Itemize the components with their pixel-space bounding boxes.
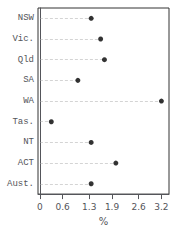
svg-text:2.6: 2.6: [131, 202, 146, 212]
svg-text:Qld: Qld: [18, 55, 34, 65]
svg-text:Aust.: Aust.: [7, 179, 34, 189]
svg-text:SA: SA: [23, 75, 34, 85]
svg-text:WA: WA: [23, 96, 34, 106]
svg-text:NSW: NSW: [18, 13, 35, 23]
svg-text:%: %: [99, 216, 109, 227]
svg-text:Tas.: Tas.: [12, 117, 34, 127]
svg-text:0.6: 0.6: [56, 202, 71, 212]
svg-text:ACT: ACT: [18, 158, 35, 168]
svg-text:1.3: 1.3: [82, 202, 96, 212]
svg-text:3.2: 3.2: [154, 202, 168, 212]
svg-text:0: 0: [37, 202, 43, 212]
svg-text:Vic.: Vic.: [12, 34, 34, 44]
svg-text:NT: NT: [23, 137, 34, 147]
svg-text:1.9: 1.9: [105, 202, 120, 212]
